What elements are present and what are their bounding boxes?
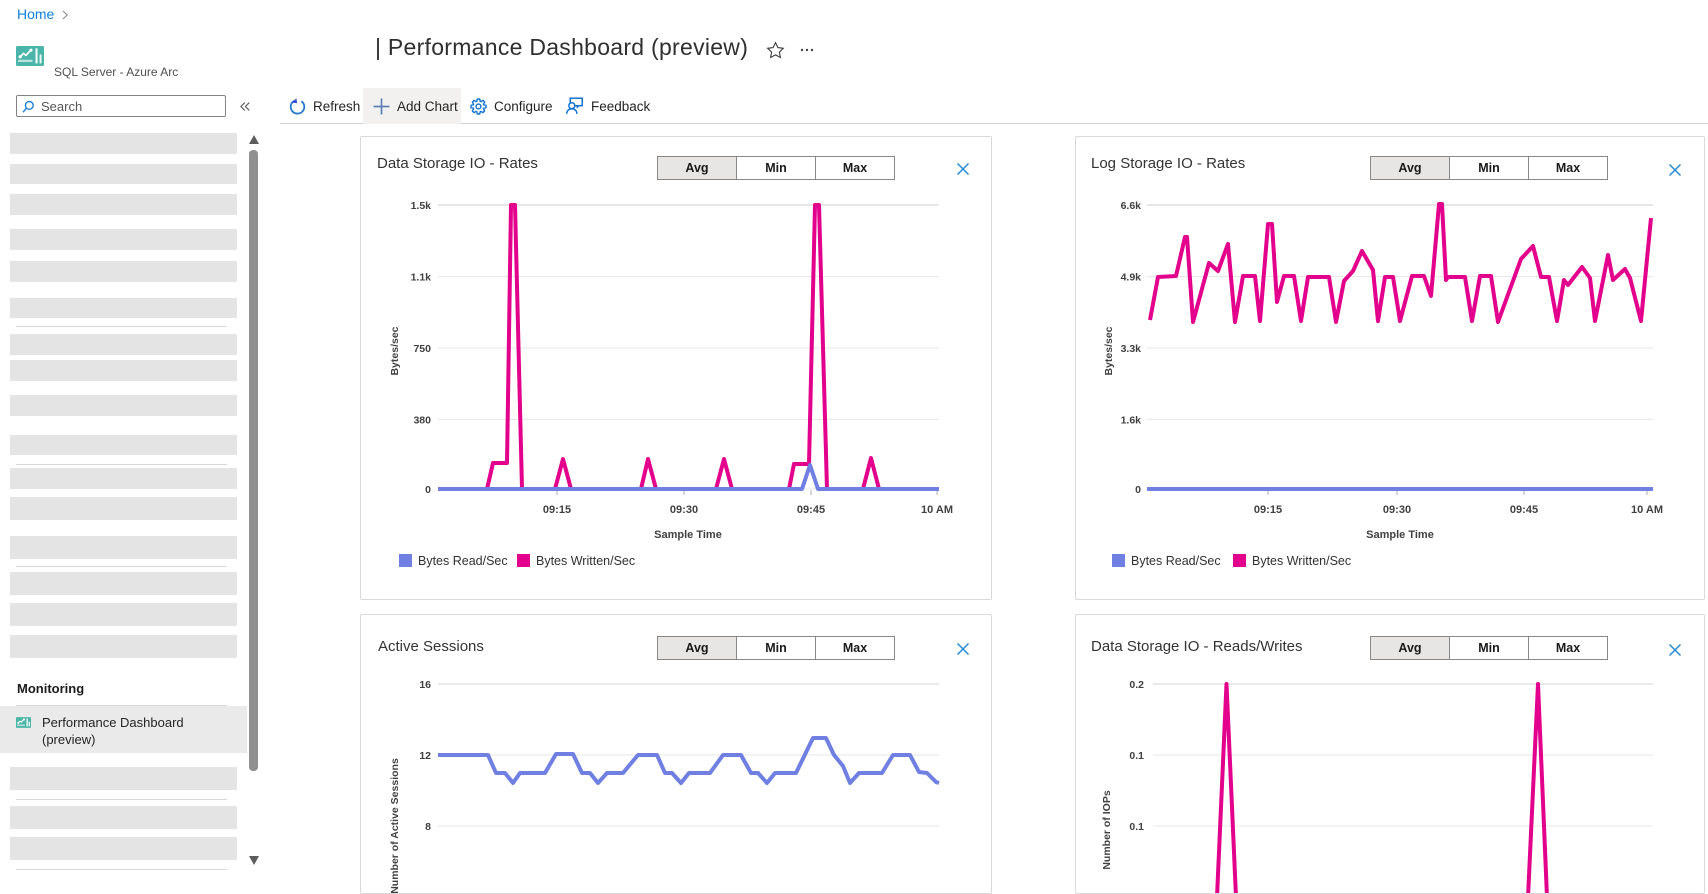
svg-text:Bytes/sec: Bytes/sec: [389, 326, 401, 375]
svg-text:09:30: 09:30: [670, 504, 698, 516]
svg-text:3.3k: 3.3k: [1121, 343, 1142, 355]
svg-text:Sample Time: Sample Time: [654, 529, 722, 541]
svg-text:09:15: 09:15: [543, 504, 571, 516]
svg-text:Number of Active Sessions: Number of Active Sessions: [389, 758, 401, 893]
svg-text:0: 0: [1135, 484, 1141, 496]
svg-text:1.6k: 1.6k: [1121, 415, 1142, 427]
svg-text:Bytes Read/Sec: Bytes Read/Sec: [418, 554, 508, 568]
svg-text:10 AM: 10 AM: [921, 504, 953, 516]
svg-text:0.2: 0.2: [1129, 679, 1144, 691]
svg-text:1.5k: 1.5k: [411, 200, 432, 212]
svg-text:Bytes Written/Sec: Bytes Written/Sec: [536, 554, 635, 568]
svg-text:0: 0: [425, 484, 431, 496]
svg-text:12: 12: [419, 750, 431, 762]
svg-text:Bytes Written/Sec: Bytes Written/Sec: [1252, 554, 1351, 568]
svg-text:09:15: 09:15: [1254, 504, 1282, 516]
svg-text:380: 380: [413, 415, 431, 427]
svg-text:4.9k: 4.9k: [1121, 272, 1142, 284]
svg-text:0.1: 0.1: [1129, 821, 1144, 833]
svg-text:09:45: 09:45: [797, 504, 825, 516]
svg-text:Bytes Read/Sec: Bytes Read/Sec: [1131, 554, 1221, 568]
svg-text:Bytes/sec: Bytes/sec: [1103, 326, 1115, 375]
svg-text:750: 750: [413, 343, 431, 355]
svg-text:Number of IOPs: Number of IOPs: [1101, 790, 1113, 870]
svg-text:09:45: 09:45: [1510, 504, 1538, 516]
svg-text:0.1: 0.1: [1129, 750, 1144, 762]
svg-text:1.1k: 1.1k: [411, 272, 432, 284]
svg-text:Sample Time: Sample Time: [1366, 529, 1434, 541]
svg-text:16: 16: [419, 679, 431, 691]
svg-text:6.6k: 6.6k: [1121, 200, 1142, 212]
svg-text:09:30: 09:30: [1383, 504, 1411, 516]
svg-text:8: 8: [425, 821, 431, 833]
svg-text:10 AM: 10 AM: [1631, 504, 1663, 516]
